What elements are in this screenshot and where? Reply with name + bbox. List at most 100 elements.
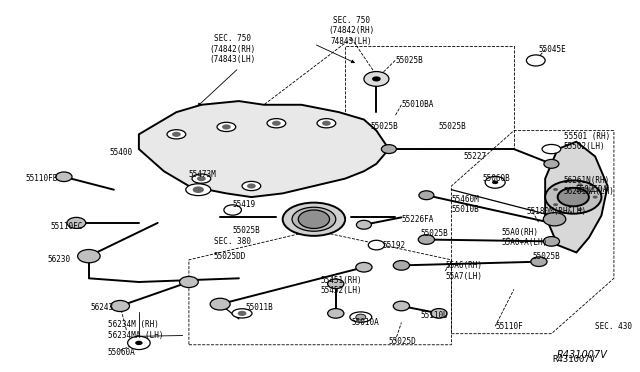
Text: 55060B: 55060B [483, 174, 511, 183]
Text: SEC. 430: SEC. 430 [595, 322, 632, 331]
Ellipse shape [350, 312, 372, 322]
Ellipse shape [167, 130, 186, 139]
Text: 55010BA: 55010BA [401, 100, 434, 109]
Circle shape [210, 298, 230, 310]
Text: 55025DA: 55025DA [575, 185, 607, 194]
Circle shape [172, 132, 180, 137]
Text: 56234M (RH)
56234MA (LH): 56234M (RH) 56234MA (LH) [108, 320, 163, 340]
Ellipse shape [217, 122, 236, 132]
Text: 55400: 55400 [109, 148, 132, 157]
Circle shape [381, 145, 396, 154]
Text: 55060A: 55060A [108, 348, 136, 357]
Text: SEC. 380: SEC. 380 [214, 237, 251, 246]
Circle shape [543, 212, 566, 226]
Circle shape [544, 160, 559, 168]
Ellipse shape [192, 174, 211, 183]
Text: 56243: 56243 [91, 303, 114, 312]
Circle shape [593, 196, 598, 199]
Ellipse shape [283, 203, 345, 236]
Circle shape [328, 309, 344, 318]
Circle shape [272, 121, 281, 126]
Circle shape [56, 172, 72, 182]
Text: 55110F: 55110F [495, 322, 523, 331]
Circle shape [577, 183, 582, 186]
Circle shape [247, 183, 256, 189]
Polygon shape [139, 101, 389, 197]
Circle shape [393, 301, 410, 311]
Text: 55192: 55192 [383, 241, 406, 250]
Text: 55025B: 55025B [420, 230, 448, 238]
Text: 55451(RH)
55452(LH): 55451(RH) 55452(LH) [320, 276, 362, 295]
Circle shape [180, 276, 198, 288]
Ellipse shape [186, 184, 211, 196]
Circle shape [111, 301, 129, 311]
Polygon shape [545, 142, 607, 253]
Ellipse shape [242, 182, 260, 190]
Circle shape [393, 260, 410, 270]
Circle shape [67, 217, 86, 228]
Text: 55226FA: 55226FA [401, 215, 434, 224]
Circle shape [356, 262, 372, 272]
Text: 55025DD: 55025DD [214, 251, 246, 261]
Text: 55501 (RH)
55502(LH): 55501 (RH) 55502(LH) [564, 132, 610, 151]
Circle shape [77, 250, 100, 263]
Text: R431007V: R431007V [557, 350, 607, 359]
Circle shape [135, 341, 143, 345]
Text: SEC. 750
(74842(RH)
74843(LH): SEC. 750 (74842(RH) 74843(LH) [328, 16, 374, 46]
Circle shape [557, 188, 589, 206]
Circle shape [356, 220, 371, 229]
Text: 56230: 56230 [47, 255, 70, 264]
Text: 55045E: 55045E [539, 45, 566, 54]
Text: 55025B: 55025B [532, 251, 561, 261]
Circle shape [553, 203, 558, 206]
Circle shape [298, 210, 330, 228]
Text: 55025B: 55025B [370, 122, 398, 131]
Circle shape [372, 76, 381, 81]
Text: 55110FC: 55110FC [51, 222, 83, 231]
Circle shape [328, 279, 344, 289]
Text: 55025D: 55025D [389, 337, 417, 346]
Ellipse shape [232, 309, 252, 318]
Circle shape [577, 208, 582, 211]
Text: 55010A: 55010A [351, 318, 379, 327]
Circle shape [545, 180, 602, 214]
Text: 55473M: 55473M [189, 170, 217, 179]
Text: 55110U: 55110U [420, 311, 448, 320]
Text: 56261N(RH)
56261NA(LH): 56261N(RH) 56261NA(LH) [564, 176, 615, 196]
Ellipse shape [542, 144, 561, 154]
Circle shape [492, 180, 499, 184]
Text: 55110FB: 55110FB [25, 174, 58, 183]
Text: 55419: 55419 [233, 200, 256, 209]
Text: 55A6(RH)
55A7(LH): 55A6(RH) 55A7(LH) [445, 261, 482, 280]
Circle shape [364, 71, 389, 86]
Text: 55227: 55227 [464, 152, 487, 161]
Ellipse shape [292, 207, 336, 231]
Text: 55A0(RH)
55A0+A(LH): 55A0(RH) 55A0+A(LH) [501, 228, 548, 247]
Ellipse shape [317, 119, 336, 128]
Circle shape [193, 186, 204, 193]
Circle shape [531, 257, 547, 266]
Circle shape [237, 311, 246, 316]
Text: 55460M
55010B: 55460M 55010B [451, 195, 479, 214]
Ellipse shape [267, 119, 286, 128]
Text: R431007V: R431007V [552, 355, 595, 364]
Circle shape [527, 55, 545, 66]
Circle shape [485, 176, 505, 188]
Circle shape [431, 309, 447, 318]
Text: 55025B: 55025B [233, 226, 260, 235]
Circle shape [356, 314, 366, 320]
Circle shape [322, 121, 331, 126]
Circle shape [224, 205, 241, 215]
Circle shape [553, 188, 558, 191]
Text: SEC. 750
(74842(RH)
(74843(LH): SEC. 750 (74842(RH) (74843(LH) [209, 35, 256, 64]
Circle shape [543, 237, 559, 246]
Circle shape [419, 235, 435, 244]
Text: 55180M(RH&LH): 55180M(RH&LH) [527, 207, 586, 217]
Text: 55011B: 55011B [245, 303, 273, 312]
Circle shape [368, 240, 385, 250]
Circle shape [127, 336, 150, 350]
Circle shape [197, 176, 206, 181]
Circle shape [222, 124, 231, 129]
Text: 55025B: 55025B [395, 56, 423, 65]
Text: 55025B: 55025B [439, 122, 467, 131]
